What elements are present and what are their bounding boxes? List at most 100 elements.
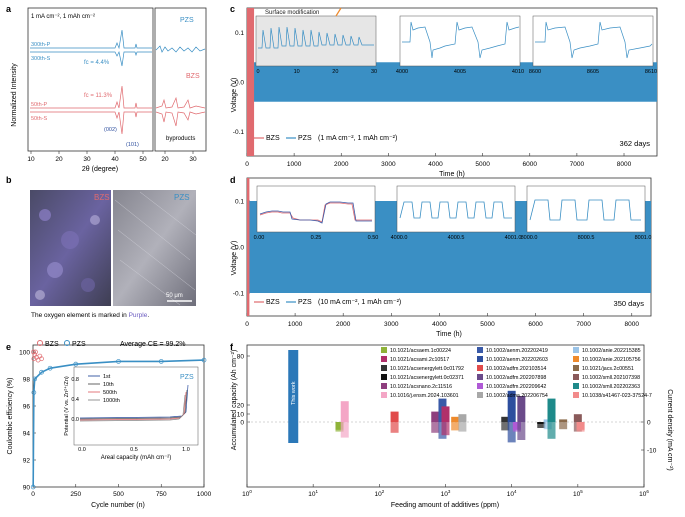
panel-e-inset-ytick-label: 0.4	[71, 397, 79, 403]
panel-f-current-bar	[458, 422, 467, 432]
panel-f-legend: 10.1021/acsaem.1c00224 10.1021/acsami.2c1…	[381, 347, 652, 399]
panel-b-pzs-label: PZS	[174, 193, 190, 202]
panel-c-inset-tick-label: 8600	[529, 69, 541, 75]
panel-e-point-bzs	[30, 349, 36, 355]
panel-a-xtick-label: 20	[161, 156, 169, 163]
panel-f-bar	[431, 411, 440, 422]
panel-f-legend-swatch	[573, 347, 579, 353]
panel-b-bzs-label: BZS	[94, 193, 110, 202]
panel-a-xticks: 10 20 30 40 50 20 30	[27, 151, 197, 163]
panel-d-xtick-label: 4000	[432, 321, 447, 328]
panel-f-xtick-label: 100	[242, 489, 252, 498]
panel-f-xtick-exponent: 1	[316, 489, 319, 494]
panel-e-inset	[73, 366, 199, 446]
panel-e-inset-xtick-label: 0.0	[78, 447, 86, 453]
panel-c-pzs-voltage-band	[247, 62, 657, 102]
panel-f-xtick-label: 103	[441, 489, 451, 498]
panel-c-inset-3-trace	[535, 21, 653, 59]
panel-a-bzs-p: 50th-P	[31, 102, 48, 108]
panel-f-current-bar	[340, 422, 349, 438]
panel-c-xtick-label: 2000	[334, 161, 349, 168]
panel-f-bar	[441, 406, 450, 422]
panel-f-current-bar	[559, 422, 568, 430]
panel-f-current-bar	[576, 422, 585, 432]
panel-e-ytick-label: 100	[19, 350, 30, 357]
panel-b-caption: The oxygen element is marked in Purple.	[31, 312, 149, 319]
panel-d-inset-tick-label: 0.25	[311, 235, 322, 241]
panel-e-legend-pzs-marker	[64, 340, 70, 346]
panel-a-xtick-label: 50	[139, 156, 147, 163]
panel-a-bzs-s: 50th-S	[31, 116, 48, 122]
panel-d-inset-1-bzs	[259, 202, 372, 223]
panel-f-xtick-label: 106	[639, 489, 649, 498]
panel-f-legend-label: 10.1021/jacs.2c00551	[582, 366, 634, 372]
panel-f-legend-label: 10.1002/anie.202215385	[582, 348, 641, 354]
panel-d-inset-2-trace	[399, 201, 512, 219]
panel-f-current-bar	[547, 422, 556, 439]
panel-a-xtick-label: 30	[189, 156, 197, 163]
panel-d-inset-3	[526, 185, 646, 233]
panel-d-inset-tick-label: 8001.0	[635, 235, 652, 241]
panel-c-xtick-label: 4000	[428, 161, 443, 168]
panel-f-current-bar	[507, 422, 516, 443]
panel-d-inset-tick-label: 4000.0	[391, 235, 408, 241]
panel-f-xtick-exponent: 3	[448, 489, 451, 494]
panel-c-inset-tick-label: 4000	[396, 69, 408, 75]
panel-f-current-bar	[501, 422, 510, 431]
panel-c-bzs-voltage-band	[247, 8, 255, 156]
panel-a-byproducts: byproducts	[166, 136, 195, 142]
panel-f-this-work-label: This work	[291, 381, 297, 405]
panel-c-inset-3	[532, 15, 654, 67]
panel-c-xtick-label: 3000	[381, 161, 396, 168]
panel-e-point-pzs	[39, 369, 44, 375]
panel-f-legend-label: 10.1002/adfm.202207898	[486, 375, 546, 381]
panel-a-xtick-label: 30	[83, 156, 91, 163]
panel-d-ylabel: Voltage (V)	[231, 241, 238, 276]
panel-d-legend-pzs: PZS	[298, 299, 312, 306]
panel-d-xtick-label: 8000	[625, 321, 640, 328]
panel-a-frame-right	[154, 7, 207, 152]
panel-e-ylabel: Coulombic efficiency (%)	[7, 378, 14, 455]
panel-c-inset-tick-label: 8605	[587, 69, 599, 75]
panel-f-legend-label: 10.1021/acsnano.2c11516	[390, 384, 452, 390]
panel-e-ytick-label: 94	[23, 431, 31, 438]
panel-f-legend-swatch	[381, 374, 387, 380]
panel-c-xtick-label: 8000	[617, 161, 632, 168]
panel-e-inset-legend-label: 1st	[103, 374, 111, 380]
panel-f-bar	[458, 414, 467, 422]
panel-f-legend-label: 10.1002/anie.202105756	[582, 357, 641, 363]
panel-f-ylabel-left: Accumulated capacity (Ah cm⁻²)	[231, 350, 238, 451]
panel-f-current-bar	[431, 422, 440, 433]
panel-e: Coulombic efficiency (%) 100 98 96 94 92 90 0…	[7, 340, 212, 509]
panel-f-letter: f	[230, 342, 234, 352]
panel-a-xtick-label: 10	[27, 156, 35, 163]
panel-c-letter: c	[230, 4, 235, 14]
panel-f-current-bar	[512, 422, 521, 432]
panel-c-inset-tick-label: 4005	[454, 69, 466, 75]
panel-d-ytick-label: 0.1	[235, 199, 244, 206]
panel-a-bzs-s-trace	[30, 111, 152, 135]
panel-f-bar	[573, 414, 582, 422]
panel-d-inset-3-trace	[529, 199, 641, 221]
panel-c-legend-cond: (1 mA cm⁻², 1 mAh cm⁻²)	[318, 135, 397, 142]
panel-a-pzs-label: PZS	[180, 17, 194, 24]
panel-a-pzs-s: 300th-S	[31, 56, 51, 62]
panel-d-inset-2	[396, 185, 516, 233]
panel-e-inset-ticks: 0.8 0.4 0.0 0.0 0.5 1.0	[71, 377, 189, 453]
panel-f: Accumulated capacity (Ah cm⁻²) Current d…	[231, 344, 673, 509]
panel-a-hkl-101: (101)	[126, 142, 139, 148]
panel-e-inset-legend-label: 500th	[103, 390, 117, 396]
panel-f-legend-swatch	[381, 365, 387, 371]
panel-f-legend-swatch	[573, 374, 579, 380]
panel-c: Voltage (V) 0.1 0.0 -0.1 0 1000 2000 3000 4000…	[231, 7, 658, 178]
panel-c-xtick-label: 0	[245, 161, 249, 168]
panel-a-frame-left	[27, 7, 154, 152]
panel-d-inset-tick-label: 4000.5	[448, 235, 465, 241]
panel-f-xtick-exponent: 6	[646, 489, 649, 494]
panel-c-xlabel: Time (h)	[439, 171, 465, 178]
panel-f-xtick-exponent: 2	[382, 489, 385, 494]
panel-a-pzs-s-trace	[30, 50, 152, 67]
panel-a-xtick-label: 40	[111, 156, 119, 163]
